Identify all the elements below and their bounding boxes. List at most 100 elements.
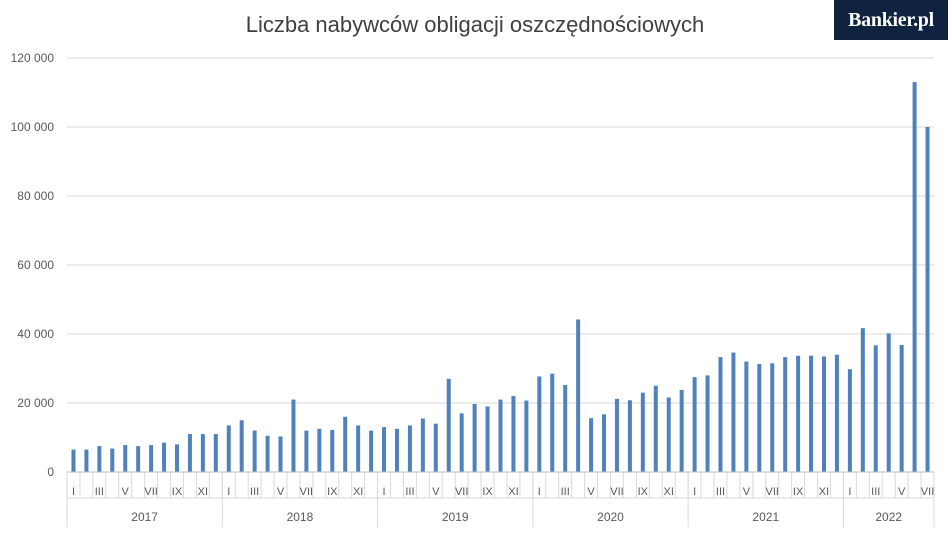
bar: [550, 373, 555, 472]
bar: [692, 377, 697, 472]
bar: [731, 352, 736, 472]
x-tick-label: III: [871, 486, 880, 498]
bar: [899, 345, 904, 472]
bar: [602, 414, 607, 472]
bar: [97, 446, 102, 472]
bankier-logo: Bankier.pl: [834, 0, 948, 40]
x-tick-label: XI: [353, 486, 363, 498]
bar: [330, 429, 335, 472]
x-tick-label: XI: [508, 486, 518, 498]
bar: [291, 399, 296, 472]
bar: [174, 444, 179, 472]
x-tick-label: V: [122, 486, 130, 498]
bar: [783, 357, 788, 472]
bar: [187, 434, 192, 472]
bar: [110, 448, 115, 472]
x-tick-label: III: [405, 486, 414, 498]
bar: [71, 449, 76, 472]
y-tick-label: 60 000: [17, 258, 54, 272]
y-tick-label: 40 000: [17, 327, 54, 341]
bar: [511, 396, 516, 472]
bar: [382, 427, 387, 472]
bar: [809, 355, 814, 472]
bar: [226, 425, 231, 472]
bar: [433, 423, 438, 472]
bar: [873, 345, 878, 472]
x-tick-label: VII: [610, 486, 623, 498]
x-tick-label: VII: [455, 486, 468, 498]
bar: [912, 82, 917, 473]
x-tick-label: V: [587, 486, 595, 498]
chart-title: Liczba nabywców obligacji oszczędnościow…: [245, 12, 705, 37]
x-tick-label: VII: [144, 486, 157, 498]
bar: [200, 434, 205, 472]
bankier-logo-text: Bankier.pl: [848, 8, 934, 31]
bar: [589, 418, 594, 472]
bar: [343, 416, 348, 472]
year-label: 2022: [875, 510, 902, 524]
year-label: 2017: [131, 510, 158, 524]
bar: [834, 354, 839, 472]
year-label: 2020: [597, 510, 624, 524]
bar: [770, 363, 775, 472]
bar: [304, 430, 309, 472]
bar: [614, 398, 619, 472]
y-tick-label: 120 000: [11, 51, 55, 65]
bar: [162, 442, 167, 472]
x-tick-label: IX: [793, 486, 804, 498]
year-label: 2019: [442, 510, 469, 524]
x-tick-label: I: [693, 486, 696, 498]
bar: [524, 400, 529, 472]
bar: [640, 392, 645, 472]
x-tick-label: I: [848, 486, 851, 498]
bar: [459, 413, 464, 472]
bar: [123, 445, 128, 472]
bar: [394, 428, 399, 472]
y-tick-label: 80 000: [17, 189, 54, 203]
y-tick-label: 0: [47, 465, 54, 479]
x-tick-label: I: [72, 486, 75, 498]
bar: [757, 364, 762, 472]
x-tick-label: I: [383, 486, 386, 498]
bar: [485, 406, 490, 472]
x-tick-label: IX: [327, 486, 338, 498]
x-tick-label: I: [227, 486, 230, 498]
x-tick-label: IX: [638, 486, 649, 498]
bar: [576, 319, 581, 472]
bar: [472, 404, 477, 472]
bar: [239, 420, 244, 472]
bar: [252, 430, 257, 472]
bar: [563, 385, 568, 472]
bar: [744, 361, 749, 472]
x-tick-label: XI: [819, 486, 829, 498]
year-label: 2018: [287, 510, 314, 524]
bar: [420, 418, 425, 472]
y-tick-label: 100 000: [11, 120, 55, 134]
x-tick-label: III: [250, 486, 259, 498]
bar: [679, 389, 684, 472]
bar: [356, 425, 361, 472]
bar: [149, 445, 154, 472]
x-tick-label: IX: [172, 486, 183, 498]
bar: [278, 436, 283, 472]
x-tick-label: VII: [766, 486, 779, 498]
x-tick-label: III: [95, 486, 104, 498]
bar: [860, 328, 865, 472]
y-tick-label: 20 000: [17, 396, 54, 410]
x-tick-label: V: [898, 486, 906, 498]
bar: [537, 376, 542, 472]
bar: [84, 449, 89, 472]
bar: [925, 127, 930, 472]
bar: [627, 400, 632, 472]
x-tick-label: V: [432, 486, 440, 498]
bar: [822, 356, 827, 472]
bar: [136, 446, 141, 472]
x-tick-label: V: [743, 486, 751, 498]
bar: [666, 397, 671, 472]
x-tick-label: XI: [198, 486, 208, 498]
bar: [886, 333, 891, 472]
bar: [317, 428, 322, 472]
bar: [407, 425, 412, 472]
bar: [705, 375, 710, 472]
